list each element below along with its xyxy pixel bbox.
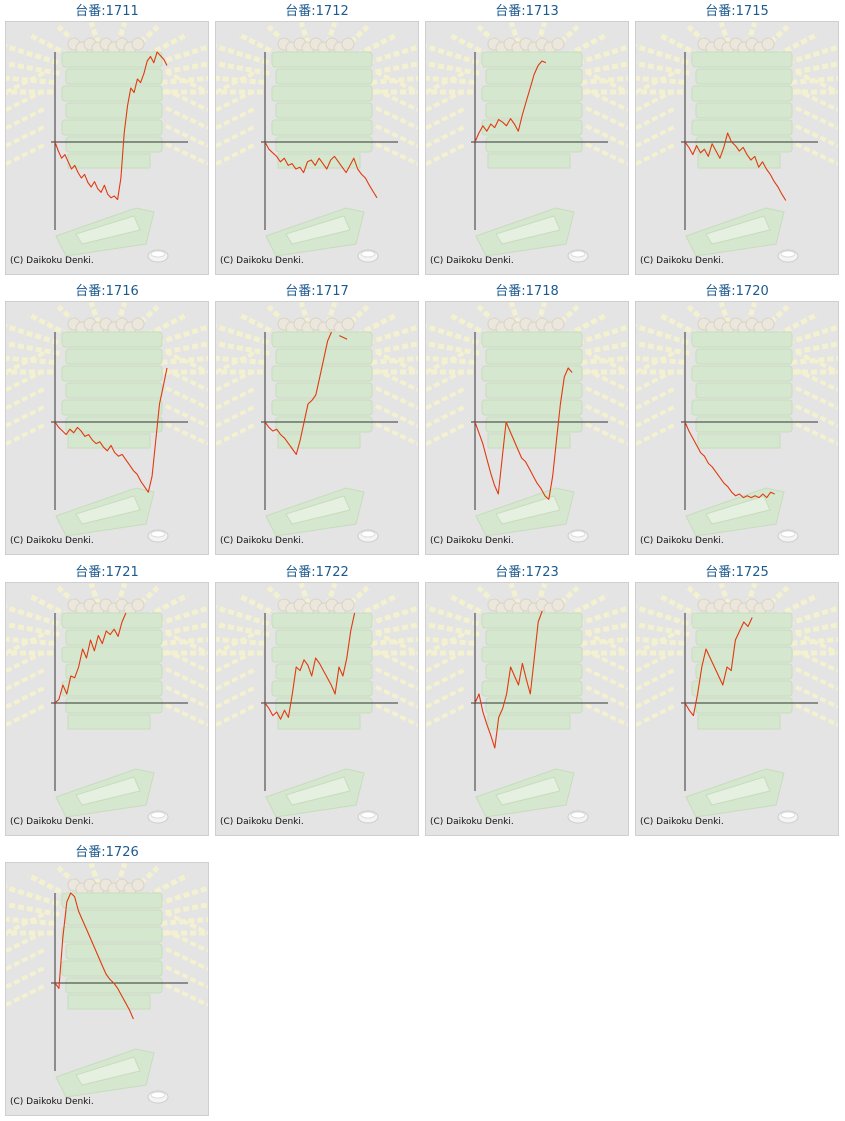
machine-number-title[interactable]: 台番:1717	[285, 284, 349, 299]
graph-panel: (C) Daikoku Denki.	[5, 301, 209, 555]
payout-series-line	[684, 421, 775, 499]
payout-series-line	[54, 612, 127, 704]
payout-series-line	[474, 367, 573, 500]
graph-panel: (C) Daikoku Denki.	[425, 21, 629, 275]
copyright-text: (C) Daikoku Denki.	[10, 817, 94, 827]
slot-machine-backdrop-image	[6, 863, 208, 1104]
copyright-text: (C) Daikoku Denki.	[430, 536, 514, 546]
copyright-text: (C) Daikoku Denki.	[430, 817, 514, 827]
machine-graph-card: 台番:1721 (C) Daikoku Denki.	[5, 561, 209, 837]
payout-line-chart	[216, 583, 418, 824]
machine-number-title[interactable]: 台番:1721	[75, 565, 139, 580]
graph-panel: (C) Daikoku Denki.	[215, 582, 419, 836]
graph-panel: (C) Daikoku Denki.	[635, 21, 839, 275]
machine-number-title[interactable]: 台番:1723	[495, 565, 559, 580]
payout-line-chart	[426, 583, 628, 824]
payout-series-line	[684, 132, 787, 201]
machine-graph-card: 台番:1717 (C) Daikoku Denki.	[215, 280, 419, 556]
slot-machine-backdrop-image	[426, 583, 628, 824]
copyright-text: (C) Daikoku Denki.	[220, 817, 304, 827]
copyright-text: (C) Daikoku Denki.	[10, 256, 94, 266]
graph-panel: (C) Daikoku Denki.	[425, 582, 629, 836]
payout-line-chart	[636, 22, 838, 263]
machine-graph-card: 台番:1726 (C) Daikoku Denki.	[5, 841, 209, 1117]
payout-line-chart	[6, 863, 208, 1104]
copyright-text: (C) Daikoku Denki.	[640, 536, 724, 546]
machine-graph-card: 台番:1716 (C) Daikoku Denki.	[5, 280, 209, 556]
machine-number-title[interactable]: 台番:1720	[705, 284, 769, 299]
payout-series-line	[54, 367, 168, 493]
machine-graph-card: 台番:1713 (C) Daikoku Denki.	[425, 0, 629, 276]
machine-number-title[interactable]: 台番:1715	[705, 4, 769, 19]
payout-line-chart	[6, 302, 208, 543]
copyright-text: (C) Daikoku Denki.	[640, 817, 724, 827]
machine-number-title[interactable]: 台番:1725	[705, 565, 769, 580]
payout-series-line	[264, 331, 348, 455]
payout-series-line	[264, 612, 356, 720]
machine-number-title[interactable]: 台番:1722	[285, 565, 349, 580]
machine-graph-card: 台番:1725 (C) Daikoku Denki.	[635, 561, 839, 837]
machine-number-title[interactable]: 台番:1716	[75, 284, 139, 299]
graph-panel: (C) Daikoku Denki.	[5, 862, 209, 1116]
slot-machine-backdrop-image	[6, 22, 208, 263]
payout-line-chart	[426, 302, 628, 543]
graph-panel: (C) Daikoku Denki.	[5, 582, 209, 836]
copyright-text: (C) Daikoku Denki.	[10, 1097, 94, 1107]
payout-line-chart	[636, 302, 838, 543]
slot-machine-backdrop-image	[636, 22, 838, 263]
slot-machine-backdrop-image	[6, 302, 208, 543]
slot-machine-backdrop-image	[6, 583, 208, 824]
machine-graph-card: 台番:1711 (C) Daikoku Denki.	[5, 0, 209, 276]
machine-number-title[interactable]: 台番:1718	[495, 284, 559, 299]
payout-line-chart	[6, 583, 208, 824]
copyright-text: (C) Daikoku Denki.	[640, 256, 724, 266]
payout-series-line	[264, 141, 378, 199]
slot-machine-backdrop-image	[216, 302, 418, 543]
graph-panel: (C) Daikoku Denki.	[215, 301, 419, 555]
payout-line-chart	[426, 22, 628, 263]
payout-series-line	[474, 610, 543, 749]
copyright-text: (C) Daikoku Denki.	[10, 536, 94, 546]
payout-line-chart	[216, 22, 418, 263]
graph-panel: (C) Daikoku Denki.	[5, 21, 209, 275]
payout-series-line	[684, 617, 753, 717]
machine-number-title[interactable]: 台番:1713	[495, 4, 559, 19]
machine-number-title[interactable]: 台番:1711	[75, 4, 139, 19]
payout-series-line	[54, 892, 134, 1020]
payout-line-chart	[216, 302, 418, 543]
machine-graph-card: 台番:1720 (C) Daikoku Denki.	[635, 280, 839, 556]
machine-graph-card: 台番:1723 (C) Daikoku Denki.	[425, 561, 629, 837]
payout-line-chart	[6, 22, 208, 263]
payout-series-line	[474, 60, 547, 143]
graph-panel: (C) Daikoku Denki.	[425, 301, 629, 555]
machine-number-title[interactable]: 台番:1726	[75, 845, 139, 860]
graph-panel: (C) Daikoku Denki.	[635, 301, 839, 555]
payout-series-line	[54, 51, 168, 201]
slot-machine-backdrop-image	[636, 583, 838, 824]
copyright-text: (C) Daikoku Denki.	[430, 256, 514, 266]
machine-graph-card: 台番:1722 (C) Daikoku Denki.	[215, 561, 419, 837]
slot-machine-backdrop-image	[426, 22, 628, 263]
machine-graph-card: 台番:1715 (C) Daikoku Denki.	[635, 0, 839, 276]
copyright-text: (C) Daikoku Denki.	[220, 536, 304, 546]
graph-panel: (C) Daikoku Denki.	[215, 21, 419, 275]
payout-line-chart	[636, 583, 838, 824]
slot-machine-backdrop-image	[426, 302, 628, 543]
slot-machine-backdrop-image	[636, 302, 838, 543]
slot-machine-backdrop-image	[216, 22, 418, 263]
machine-graph-card: 台番:1718 (C) Daikoku Denki.	[425, 280, 629, 556]
copyright-text: (C) Daikoku Denki.	[220, 256, 304, 266]
machine-graph-card: 台番:1712 (C) Daikoku Denki.	[215, 0, 419, 276]
machine-number-title[interactable]: 台番:1712	[285, 4, 349, 19]
graph-panel: (C) Daikoku Denki.	[635, 582, 839, 836]
slot-machine-backdrop-image	[216, 583, 418, 824]
